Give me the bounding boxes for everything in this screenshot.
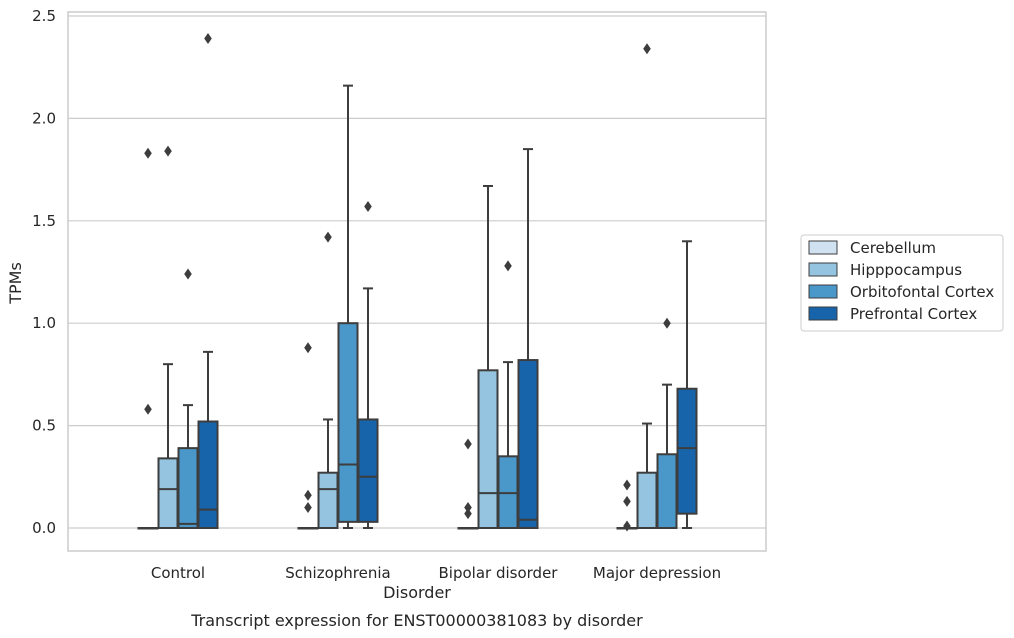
outlier-point xyxy=(364,200,372,212)
box-body xyxy=(477,369,499,529)
box-body xyxy=(517,359,539,529)
legend-swatch xyxy=(808,240,838,255)
box-element xyxy=(177,268,199,529)
outlier-point xyxy=(204,33,212,45)
outlier-point xyxy=(643,43,651,55)
plot-area xyxy=(137,33,698,532)
outlier-point xyxy=(144,403,152,415)
legend-swatch xyxy=(808,284,838,299)
box-element xyxy=(517,148,539,529)
box-body xyxy=(317,471,339,530)
box-body xyxy=(676,387,698,515)
box-element xyxy=(497,260,519,530)
box-element xyxy=(616,479,638,532)
y-tick-label: 2.5 xyxy=(32,7,56,25)
box-element xyxy=(477,184,499,529)
box-body xyxy=(337,322,359,523)
outlier-point xyxy=(464,438,472,450)
box-body xyxy=(197,420,219,529)
outlier-point xyxy=(304,502,312,514)
legend-label: Prefrontal Cortex xyxy=(850,305,977,323)
box-element xyxy=(357,200,379,529)
box-body xyxy=(357,418,379,523)
outlier-point xyxy=(164,145,172,157)
x-tick-label: Control xyxy=(151,564,205,582)
outlier-point xyxy=(663,317,671,329)
box-element xyxy=(676,240,698,529)
plot-frame xyxy=(67,11,767,552)
outlier-point xyxy=(304,489,312,501)
legend-label: Cerebellum xyxy=(850,239,936,257)
box-element xyxy=(157,145,179,530)
outlier-point xyxy=(184,268,192,280)
box-body xyxy=(636,471,658,530)
grid-lines xyxy=(68,15,766,529)
outlier-point xyxy=(464,502,472,514)
legend-frame xyxy=(800,234,1004,332)
y-tick-label: 0.0 xyxy=(32,519,56,537)
box-body xyxy=(157,457,179,530)
box-element xyxy=(337,84,359,529)
box-element xyxy=(137,147,159,530)
y-tick-label: 1.5 xyxy=(32,212,56,230)
legend-swatch xyxy=(808,306,838,321)
y-axis-label: TPMs xyxy=(6,262,25,305)
legend-swatch xyxy=(808,262,838,277)
outlier-point xyxy=(504,260,512,272)
box-element xyxy=(656,317,678,529)
box-body xyxy=(656,453,678,529)
x-tick-labels: Control Schizophrenia Bipolar disorder Majo… xyxy=(151,564,721,582)
x-axis-label: Disorder xyxy=(383,583,451,602)
box-element xyxy=(197,33,219,529)
chart-caption: Transcript expression for ENST0000038108… xyxy=(190,611,643,630)
box-element xyxy=(297,342,319,530)
box-body xyxy=(497,455,519,530)
y-tick-label: 0.5 xyxy=(32,417,56,435)
outlier-point xyxy=(623,520,631,532)
legend-label: Hipppocampus xyxy=(850,261,962,279)
outlier-point xyxy=(324,231,332,243)
x-tick-label: Schizophrenia xyxy=(285,564,390,582)
x-tick-label: Major depression xyxy=(593,564,721,582)
box-element xyxy=(636,43,658,530)
outlier-point xyxy=(144,147,152,159)
y-tick-labels: 0.0 0.5 1.0 1.5 2.0 2.5 xyxy=(32,7,56,537)
box-element xyxy=(457,438,479,530)
y-tick-label: 2.0 xyxy=(32,109,56,127)
outlier-point xyxy=(623,495,631,507)
outlier-point xyxy=(464,508,472,520)
x-tick-label: Bipolar disorder xyxy=(439,564,559,582)
y-tick-label: 1.0 xyxy=(32,314,56,332)
outlier-point xyxy=(623,479,631,491)
legend-label: Orbitofontal Cortex xyxy=(850,283,994,301)
outlier-point xyxy=(304,342,312,354)
box-element xyxy=(317,231,339,530)
box-body xyxy=(177,447,199,529)
legend: Cerebellum Hipppocampus Orbitofontal Corte… xyxy=(800,234,1004,332)
